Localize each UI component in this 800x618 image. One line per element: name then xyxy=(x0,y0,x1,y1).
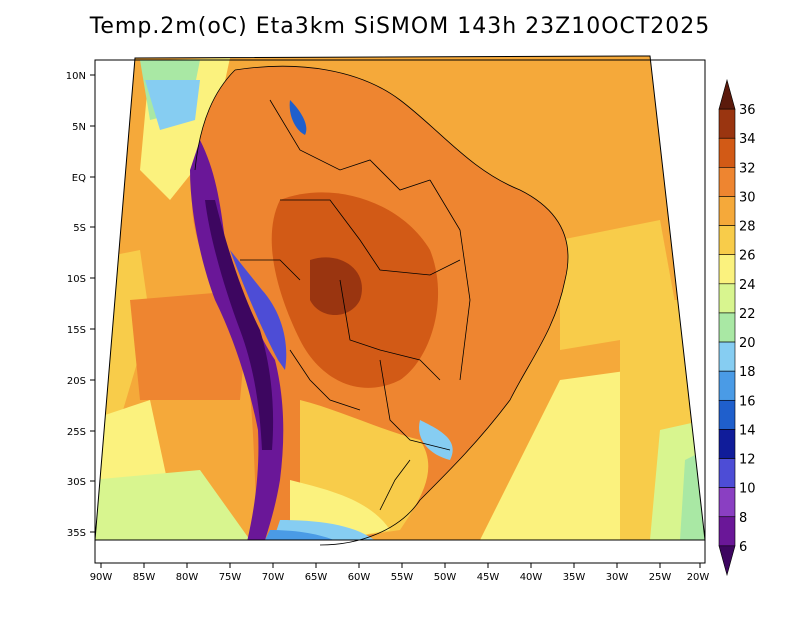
legend-swatch xyxy=(718,545,736,577)
legend-level-label: 6 xyxy=(739,540,747,555)
lon-label-50w: 50W xyxy=(434,572,457,583)
lon-label-35w: 35W xyxy=(563,572,586,583)
lon-label-55w: 55W xyxy=(391,572,414,583)
longitude-axis: 90W 85W 80W 75W 70W 65W 60W 55W 50W 45W … xyxy=(90,563,710,583)
legend-level-label: 16 xyxy=(739,394,756,409)
legend-level-label: 18 xyxy=(739,365,756,380)
legend-level-label: 8 xyxy=(739,511,747,526)
lat-label-5n: 5N xyxy=(72,122,86,133)
axis-box xyxy=(94,59,706,564)
legend-swatch xyxy=(718,108,736,139)
legend-swatch xyxy=(718,167,736,197)
legend-swatch xyxy=(718,370,736,401)
lat-label-5s: 5S xyxy=(73,223,86,234)
legend-swatch xyxy=(718,312,736,343)
lat-label-35s: 35S xyxy=(67,528,86,539)
legend-level-label: 26 xyxy=(739,249,756,264)
lat-label-30s: 30S xyxy=(67,477,86,488)
legend-swatch xyxy=(718,225,736,256)
lon-label-40w: 40W xyxy=(520,572,543,583)
latitude-axis: 10N 5N EQ 5S 10S 15S 20S 25S 30S 35S xyxy=(66,71,95,539)
country-boundaries xyxy=(194,65,569,546)
legend-level-label: 36 xyxy=(739,103,756,118)
lat-label-eq: EQ xyxy=(72,173,86,184)
legend-swatch xyxy=(718,254,736,285)
legend-level-label: 10 xyxy=(739,482,756,497)
legend-level-label: 28 xyxy=(739,220,756,235)
legend-level-label: 24 xyxy=(739,278,756,293)
lon-label-90w: 90W xyxy=(90,572,113,583)
lon-label-20w: 20W xyxy=(687,572,710,583)
lat-label-10s: 10S xyxy=(67,274,86,285)
legend-level-label: 20 xyxy=(739,336,756,351)
lon-label-65w: 65W xyxy=(305,572,328,583)
map-title: Temp.2m(oC) Eta3km SiSMOM 143h 23Z10OCT2… xyxy=(89,14,711,39)
legend-swatch xyxy=(718,283,736,314)
lon-label-80w: 80W xyxy=(176,572,199,583)
lon-label-75w: 75W xyxy=(219,572,242,583)
legend-swatch xyxy=(718,516,736,547)
legend-level-label: 32 xyxy=(739,161,756,176)
color-scale-legend: 36 34 32 30 28 26 24 22 20 18 16 14 12 10 8 6 xyxy=(718,78,756,577)
legend-swatch xyxy=(718,341,736,372)
legend-swatch xyxy=(718,78,736,110)
legend-level-label: 34 xyxy=(739,132,756,147)
legend-swatch xyxy=(718,487,736,518)
lon-label-85w: 85W xyxy=(133,572,156,583)
legend-level-label: 14 xyxy=(739,423,756,438)
lon-label-70w: 70W xyxy=(262,572,285,583)
legend-swatch xyxy=(718,458,736,488)
legend-level-label: 22 xyxy=(739,307,756,322)
legend-swatch xyxy=(718,196,736,226)
legend-swatch xyxy=(718,399,736,430)
lon-label-30w: 30W xyxy=(606,572,629,583)
legend-swatch xyxy=(718,429,736,459)
lon-label-25w: 25W xyxy=(649,572,672,583)
legend-level-label: 12 xyxy=(739,453,756,468)
lat-label-25s: 25S xyxy=(67,427,86,438)
lat-label-20s: 20S xyxy=(67,376,86,387)
lat-label-15s: 15S xyxy=(67,325,86,336)
lon-label-45w: 45W xyxy=(477,572,500,583)
lon-label-60w: 60W xyxy=(348,572,371,583)
temperature-field xyxy=(95,56,705,540)
legend-swatch xyxy=(718,137,736,168)
lat-label-10n: 10N xyxy=(66,71,86,82)
legend-level-label: 30 xyxy=(739,190,756,205)
